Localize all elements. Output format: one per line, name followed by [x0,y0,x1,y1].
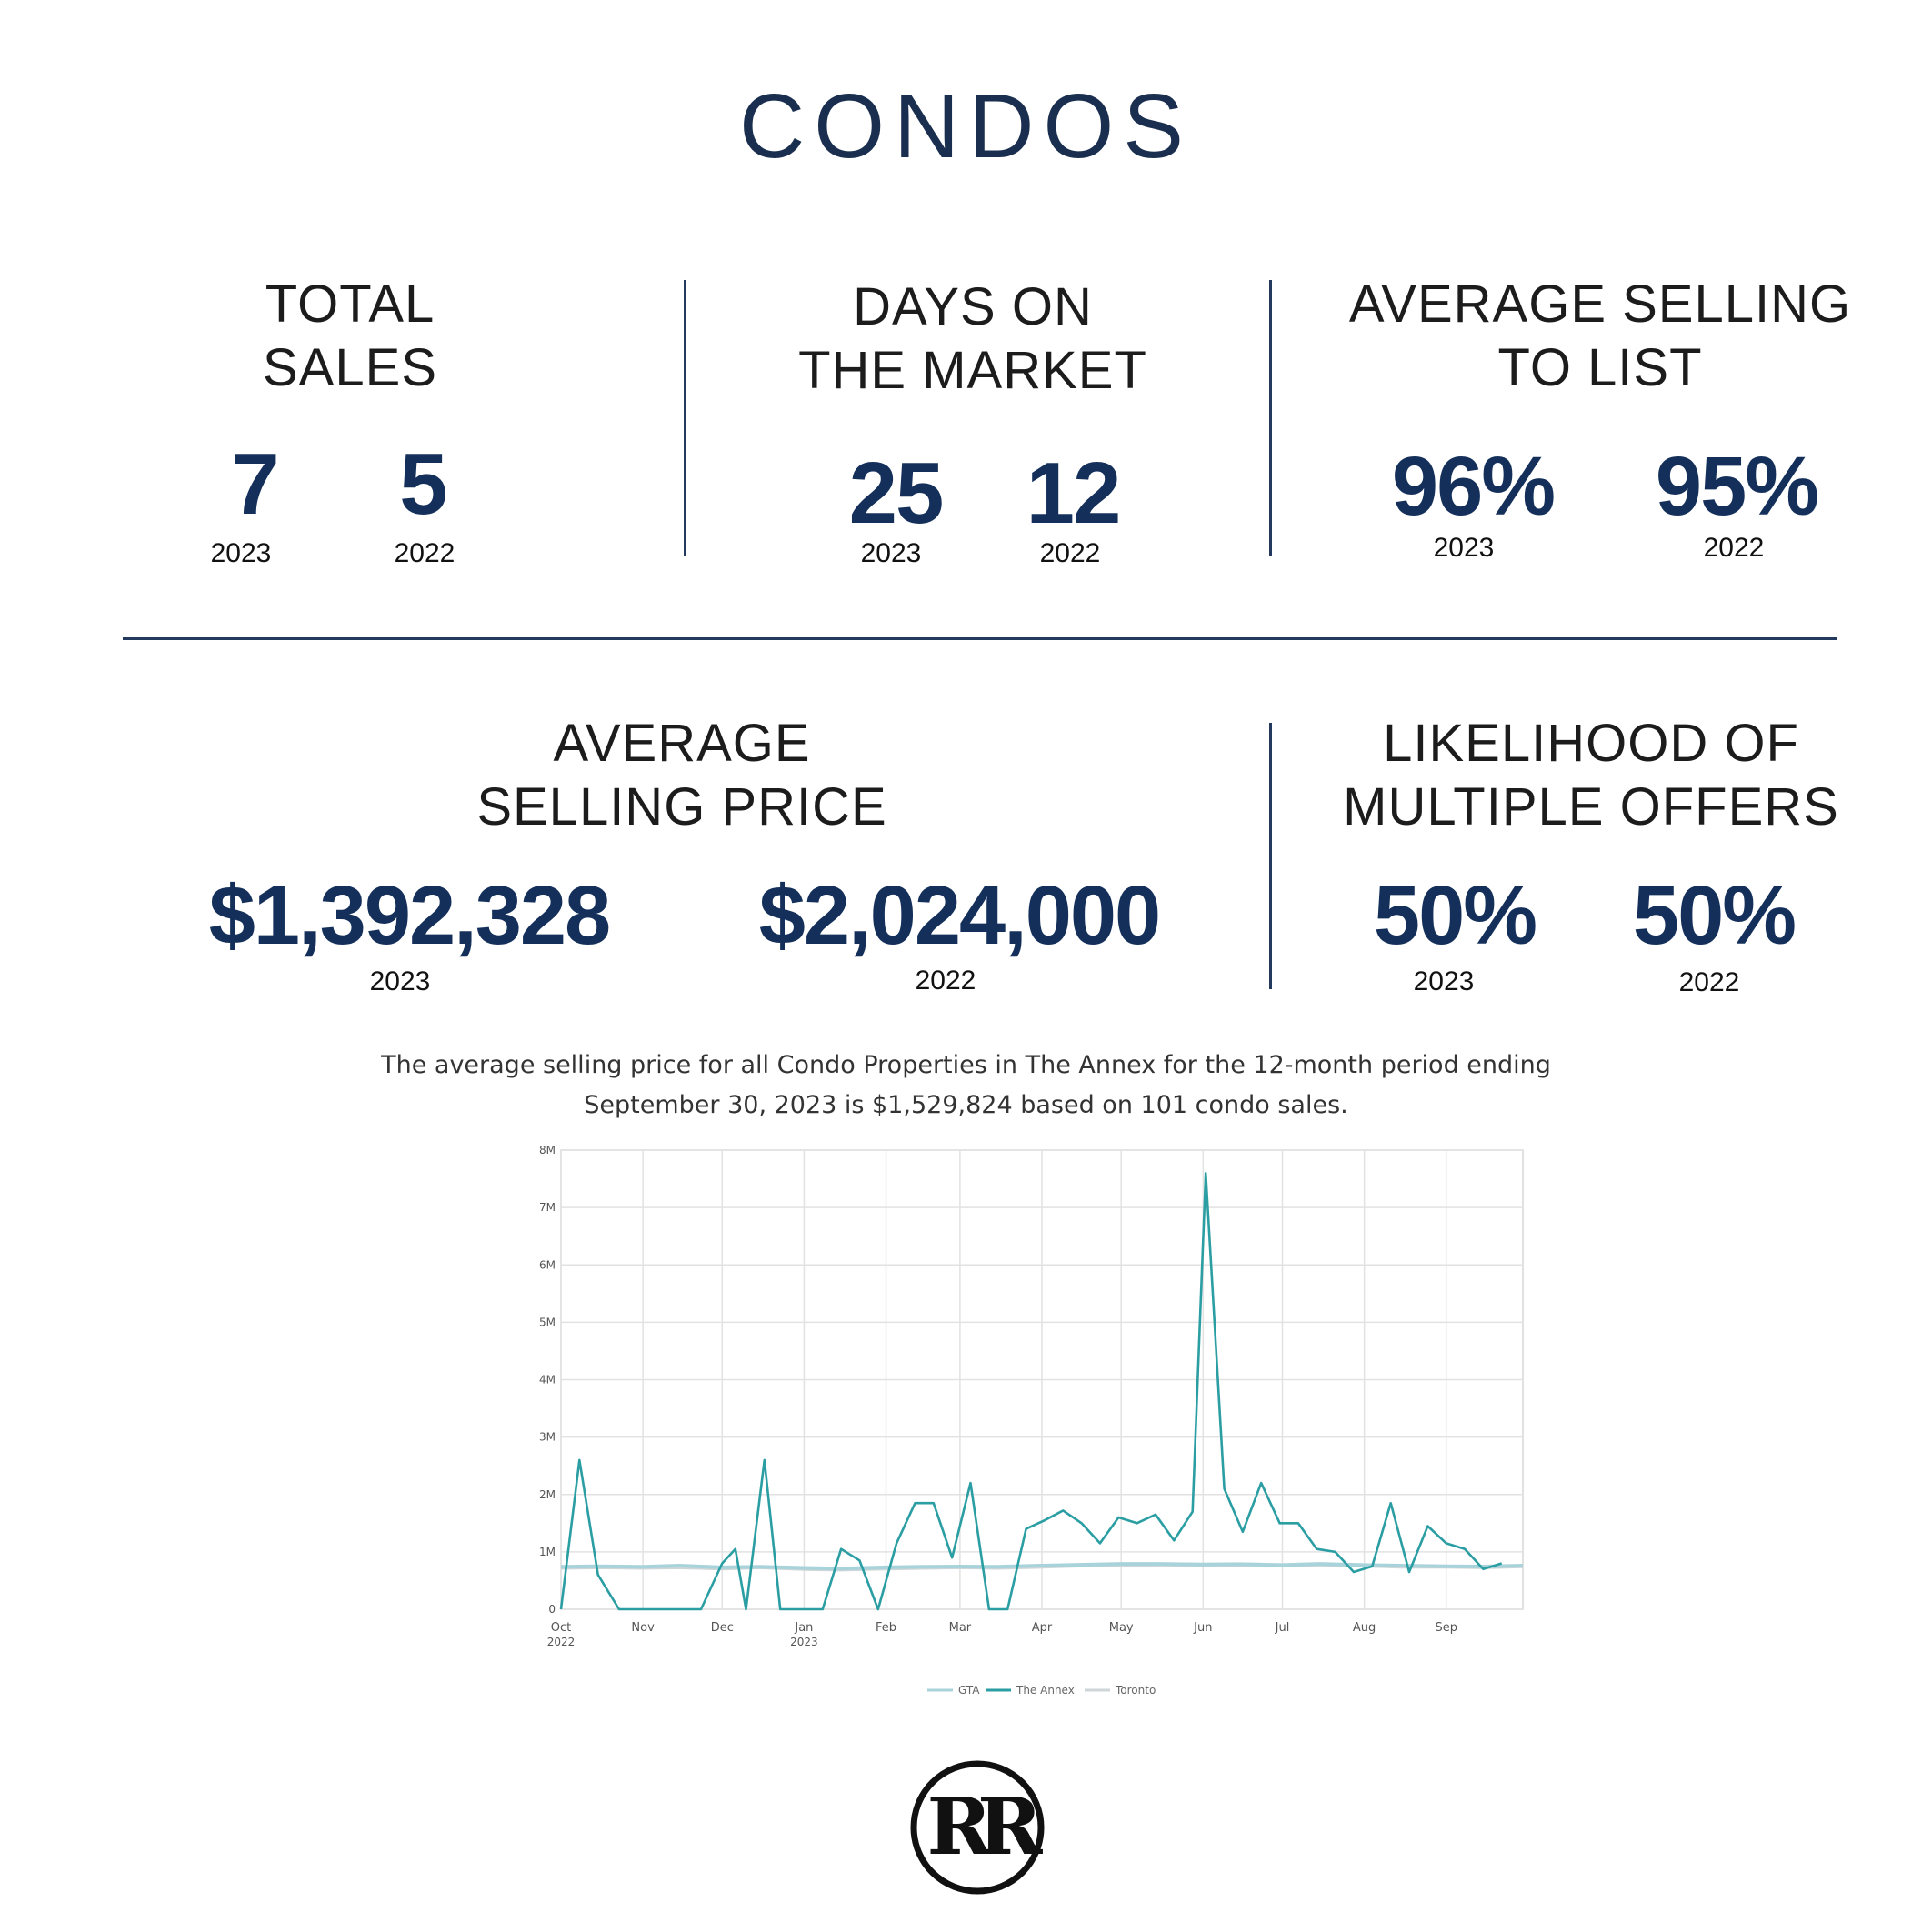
legend-label: Toronto [1115,1684,1156,1697]
avg-price-2022-value: $2,024,000 [758,869,1161,962]
chart-caption-line1: The average selling price for all Condo … [381,1051,1551,1079]
total-sales-2023-value: 7 [231,435,279,533]
selling-to-list-heading-line1: AVERAGE SELLING [1348,275,1852,334]
multiple-offers-2023-value: 50% [1373,869,1537,962]
y-tick-label: 0 [548,1603,556,1616]
avg-price-heading-line1: AVERAGE [553,714,811,773]
avg-price-heading-line2: SELLING PRICE [476,777,887,836]
multiple-offers-heading-line1: LIKELIHOOD OF [1383,714,1799,773]
days-on-market-2022-label: 2022 [1039,538,1101,568]
multiple-offers-2022-value: 50% [1632,869,1797,962]
x-tick-label: Apr [1032,1621,1053,1635]
logo-monogram: RR [927,1781,1043,1873]
selling-to-list-2023-label: 2023 [1433,533,1495,563]
x-tick-sublabel: 2023 [790,1636,818,1648]
avg-price-heading: AVERAGE SELLING PRICE [409,712,955,839]
selling-to-list-heading: AVERAGE SELLING TO LIST [1327,273,1873,400]
y-tick-label: 2M [539,1488,556,1501]
y-tick-label: 8M [539,1144,556,1156]
multiple-offers-2022-label: 2022 [1678,967,1740,997]
x-tick-label: Nov [631,1621,655,1635]
chart-caption: The average selling price for all Condo … [0,1046,1932,1126]
total-sales-heading-line2: SALES [263,338,437,397]
legend-label: GTA [958,1684,980,1697]
multiple-offers-2023-label: 2023 [1413,966,1475,996]
logo-ring [910,1760,1045,1895]
x-tick-label: Oct [551,1621,571,1635]
y-tick-label: 7M [539,1201,556,1214]
total-sales-heading-line1: TOTAL [265,275,435,334]
selling-to-list-2022-label: 2022 [1703,533,1765,563]
x-tick-label: Aug [1353,1621,1376,1635]
divider-vertical-1 [684,280,686,556]
total-sales-2023-label: 2023 [210,538,272,568]
x-tick-label: Dec [711,1621,734,1635]
x-tick-label: Jun [1193,1621,1212,1635]
days-on-market-2022-value: 12 [1026,445,1122,542]
divider-vertical-3 [1269,723,1272,989]
y-tick-label: 6M [539,1258,556,1271]
days-on-market-heading-line2: THE MARKET [798,341,1147,400]
series-line-gta [560,1562,1524,1571]
x-tick-sublabel: 2022 [547,1636,576,1648]
total-sales-2022-value: 5 [399,435,447,533]
divider-horizontal [123,637,1837,640]
series-line-toronto [560,1562,1524,1572]
x-tick-label: Jan [794,1621,813,1635]
avg-price-2022-label: 2022 [915,966,976,996]
total-sales-heading: TOTAL SALES [155,273,546,400]
rr-logo: RR [910,1760,1046,1895]
days-on-market-2023-value: 25 [848,445,945,542]
legend-label: The Annex [1016,1684,1075,1697]
plot-area [560,1149,1524,1610]
y-tick-label: 3M [539,1431,556,1444]
x-tick-label: Feb [876,1621,896,1635]
y-tick-label: 4M [539,1374,556,1386]
y-tick-label: 1M [539,1546,556,1558]
days-on-market-heading: DAYS ON THE MARKET [746,275,1200,403]
total-sales-2022-label: 2022 [394,538,455,568]
chart-caption-line2: September 30, 2023 is $1,529,824 based o… [584,1091,1348,1119]
y-tick-label: 5M [539,1316,556,1328]
multiple-offers-heading-line2: MULTIPLE OFFERS [1343,777,1839,836]
x-tick-label: May [1109,1621,1134,1635]
days-on-market-2023-label: 2023 [860,538,922,568]
avg-price-2023-value: $1,392,328 [208,869,611,962]
selling-to-list-heading-line2: TO LIST [1497,338,1703,397]
divider-vertical-2 [1269,280,1272,556]
days-on-market-heading-line1: DAYS ON [853,277,1093,336]
selling-to-list-2023-value: 96% [1391,440,1556,533]
page-title: CONDOS [739,75,1193,177]
avg-price-2023-label: 2023 [369,966,431,996]
x-tick-label: Jul [1275,1621,1290,1635]
selling-to-list-2022-value: 95% [1655,440,1819,533]
x-tick-label: Mar [949,1621,972,1635]
series-line-the-annex [559,1172,1503,1611]
x-tick-label: Sep [1435,1621,1457,1635]
multiple-offers-heading: LIKELIHOOD OF MULTIPLE OFFERS [1327,712,1855,839]
